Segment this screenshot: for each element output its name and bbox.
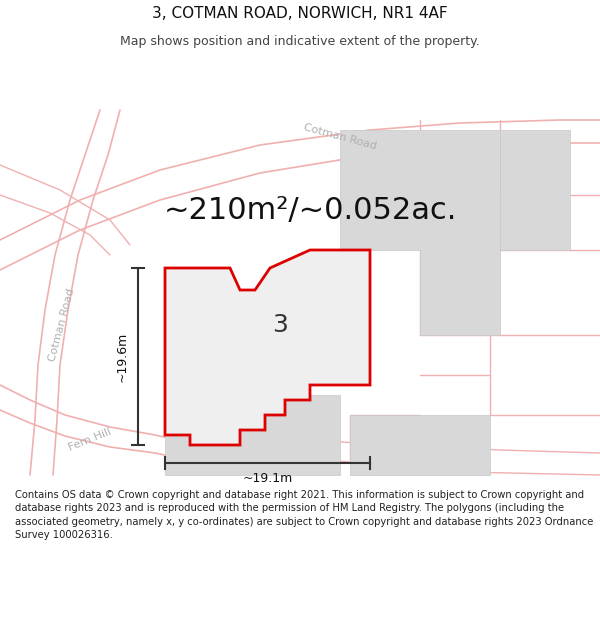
Text: Fern Hill: Fern Hill — [67, 427, 113, 453]
Text: Cotman Road: Cotman Road — [302, 122, 377, 152]
Text: 3, COTMAN ROAD, NORWICH, NR1 4AF: 3, COTMAN ROAD, NORWICH, NR1 4AF — [152, 6, 448, 21]
Polygon shape — [165, 395, 340, 475]
Polygon shape — [500, 130, 570, 250]
Text: ~210m²/~0.052ac.: ~210m²/~0.052ac. — [163, 196, 457, 224]
Text: Map shows position and indicative extent of the property.: Map shows position and indicative extent… — [120, 35, 480, 48]
Text: Cotman Road: Cotman Road — [47, 288, 77, 362]
Text: ~19.6m: ~19.6m — [115, 331, 128, 382]
Polygon shape — [340, 130, 500, 335]
Text: 3: 3 — [272, 313, 288, 337]
Polygon shape — [165, 250, 370, 445]
Text: Contains OS data © Crown copyright and database right 2021. This information is : Contains OS data © Crown copyright and d… — [15, 490, 593, 540]
Polygon shape — [350, 415, 490, 475]
Text: ~19.1m: ~19.1m — [242, 472, 293, 486]
